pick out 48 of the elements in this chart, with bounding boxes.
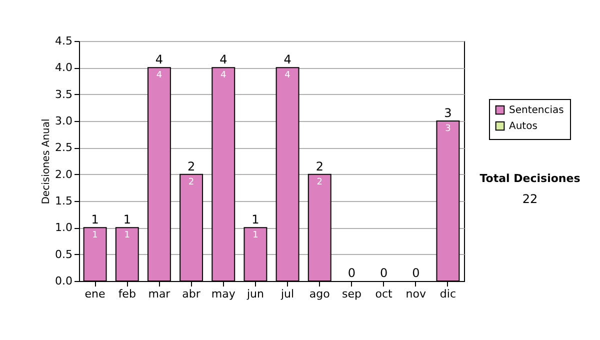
x-tick-label: oct — [375, 288, 394, 300]
legend-label: Autos — [509, 121, 538, 132]
y-tick-label: 0.5 — [55, 248, 72, 261]
x-tick-label: sep — [342, 288, 362, 300]
data-label: 1 — [252, 230, 258, 241]
total-label: 0 — [348, 266, 356, 280]
text: 22 — [522, 192, 538, 206]
total-label: 1 — [123, 212, 131, 227]
total-label: 2 — [316, 159, 324, 174]
x-tick-label: jun — [246, 288, 264, 300]
data-label: 1 — [124, 230, 130, 241]
data-label: 2 — [316, 177, 322, 188]
data-label: 3 — [445, 124, 451, 134]
x-tick-label: abr — [182, 288, 201, 300]
total-label: 4 — [284, 52, 292, 67]
legend-label: Sentencias — [509, 105, 564, 116]
y-tick-label: 4.0 — [55, 61, 72, 74]
y-axis-title: Decisiones Anual — [41, 118, 52, 204]
data-label: 4 — [220, 70, 227, 81]
data-label: 4 — [156, 70, 162, 81]
x-tick-label: ene — [84, 288, 106, 300]
total-label: 0 — [412, 266, 420, 280]
total-label: 1 — [252, 212, 260, 227]
y-tick-label: 3.5 — [55, 88, 72, 101]
y-tick-label: 0.0 — [55, 274, 72, 288]
total-label: 1 — [91, 212, 99, 227]
y-tick-label: 2.0 — [55, 168, 72, 181]
data-label: 2 — [188, 177, 194, 188]
total-label: 3 — [444, 106, 452, 120]
y-tick-label: 4.5 — [55, 34, 72, 48]
y-tick-label: 1.5 — [55, 194, 72, 208]
y-tick-label: 1.0 — [55, 221, 72, 234]
y-tick-label: 3.0 — [55, 114, 72, 128]
x-tick-label: feb — [118, 288, 136, 300]
data-label: 1 — [92, 230, 98, 241]
x-tick-label: jul — [280, 288, 294, 300]
y-tick-label: 2.5 — [55, 141, 72, 154]
total-label: 2 — [187, 159, 196, 174]
x-tick-label: dic — [440, 288, 456, 300]
total-label: 4 — [155, 52, 164, 67]
x-tick-label: mar — [148, 288, 171, 300]
total-label: 0 — [380, 266, 388, 280]
data-label: 4 — [284, 70, 291, 81]
x-tick-label: may — [211, 288, 236, 300]
total-label: 4 — [220, 52, 228, 67]
x-tick-label: nov — [406, 288, 426, 300]
text: Total Decisiones — [480, 172, 581, 185]
x-tick-label: ago — [309, 288, 330, 300]
